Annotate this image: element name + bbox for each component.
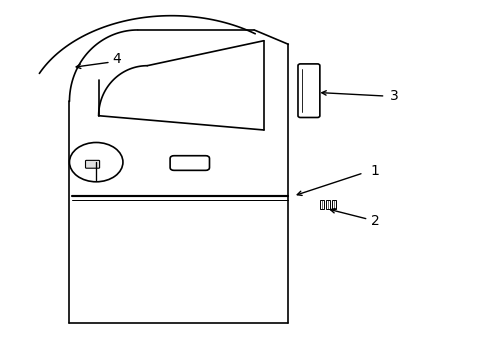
Text: 3: 3 — [389, 89, 398, 103]
Text: 2: 2 — [370, 214, 379, 228]
Text: 4: 4 — [112, 52, 121, 66]
Bar — [331, 200, 335, 208]
Bar — [325, 200, 329, 208]
Bar — [319, 200, 324, 208]
Text: 1: 1 — [370, 164, 379, 178]
FancyBboxPatch shape — [85, 160, 100, 168]
